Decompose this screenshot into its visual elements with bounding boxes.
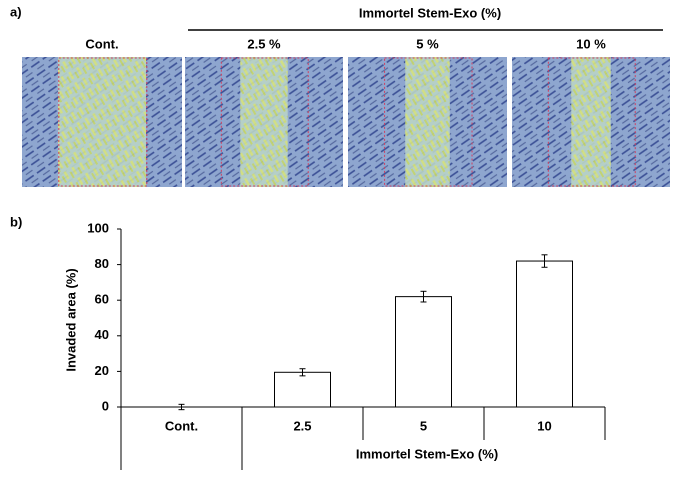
x-tick-label: 2.5: [293, 418, 311, 433]
image-label: 5 %: [416, 36, 439, 51]
y-tick-label: 100: [87, 220, 109, 235]
scratch-box: [547, 57, 636, 187]
images: Cont. 2.5 % 5 % 10 %: [22, 36, 670, 187]
bar: [516, 260, 573, 408]
group-title: Immortel Stem-Exo (%): [359, 5, 501, 20]
y-tick-label: 60: [95, 292, 109, 307]
image-label: 10 %: [576, 36, 606, 51]
bar-chart: b) 0 20 40 60 80 100 Invaded area (%) Immortel S…: [10, 214, 606, 470]
scratch-area: [240, 57, 288, 187]
bar: [274, 371, 331, 408]
scratch-area: [58, 57, 146, 187]
scratch-box: [58, 57, 148, 187]
x-tick-label: Cont.: [165, 418, 198, 433]
panel-label: b): [10, 214, 22, 229]
x-tick-label: 10: [537, 418, 551, 433]
bar: [395, 296, 452, 408]
y-tick-label: 80: [95, 256, 109, 271]
x-tick-label: 5: [420, 418, 427, 433]
x-axis-title: Immortel Stem-Exo (%): [356, 446, 498, 461]
scratch-box: [220, 57, 309, 187]
y-tick-label: 40: [95, 327, 109, 342]
panel-label: a): [10, 4, 22, 19]
image-label: 2.5 %: [247, 36, 281, 51]
image-label: Cont.: [85, 36, 118, 51]
scratch-area: [405, 57, 450, 187]
y-axis-title: Invaded area (%): [63, 268, 78, 371]
scratch-area: [571, 57, 611, 187]
y-tick-label: 20: [95, 363, 109, 378]
y-tick-label: 0: [102, 398, 109, 413]
